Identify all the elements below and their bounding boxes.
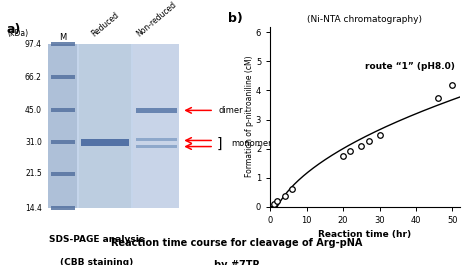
- Text: ]: ]: [216, 136, 222, 151]
- Bar: [51, 42, 74, 46]
- Text: Non-reduced: Non-reduced: [135, 0, 178, 38]
- Text: SDS-PAGE analysis: SDS-PAGE analysis: [49, 235, 144, 244]
- Bar: [51, 140, 74, 144]
- Bar: [51, 206, 74, 210]
- Bar: [79, 44, 131, 208]
- Bar: [136, 108, 177, 113]
- Text: 45.0: 45.0: [25, 106, 42, 115]
- Bar: [48, 44, 179, 208]
- Text: 21.5: 21.5: [25, 169, 42, 178]
- Bar: [51, 75, 74, 79]
- Text: 66.2: 66.2: [25, 73, 42, 82]
- Bar: [51, 172, 74, 176]
- Y-axis label: Formation of p-nitroaniline (cM): Formation of p-nitroaniline (cM): [246, 56, 255, 177]
- Text: 31.0: 31.0: [25, 138, 42, 147]
- Bar: [136, 145, 177, 148]
- Bar: [48, 44, 77, 208]
- Bar: [133, 44, 179, 208]
- Text: Reaction time course for cleavage of Arg-pNA: Reaction time course for cleavage of Arg…: [111, 238, 363, 249]
- Text: (CBB staining): (CBB staining): [60, 258, 133, 265]
- Text: (kDa): (kDa): [7, 29, 28, 38]
- Text: 14.4: 14.4: [25, 204, 42, 213]
- Bar: [81, 139, 129, 146]
- Text: monomer: monomer: [231, 139, 272, 148]
- Bar: [136, 138, 177, 142]
- Title: (Ni-NTA chromatography): (Ni-NTA chromatography): [308, 15, 422, 24]
- Text: a): a): [7, 23, 21, 36]
- Text: M: M: [59, 33, 66, 42]
- Text: route “1” (pH8.0): route “1” (pH8.0): [365, 62, 455, 71]
- Text: by #7TR: by #7TR: [214, 260, 260, 265]
- Bar: [51, 108, 74, 112]
- Text: Reduced: Reduced: [90, 10, 120, 38]
- Text: 97.4: 97.4: [25, 39, 42, 48]
- Text: b): b): [228, 12, 243, 25]
- X-axis label: Reaction time (hr): Reaction time (hr): [319, 230, 411, 239]
- Text: dimer: dimer: [219, 106, 243, 115]
